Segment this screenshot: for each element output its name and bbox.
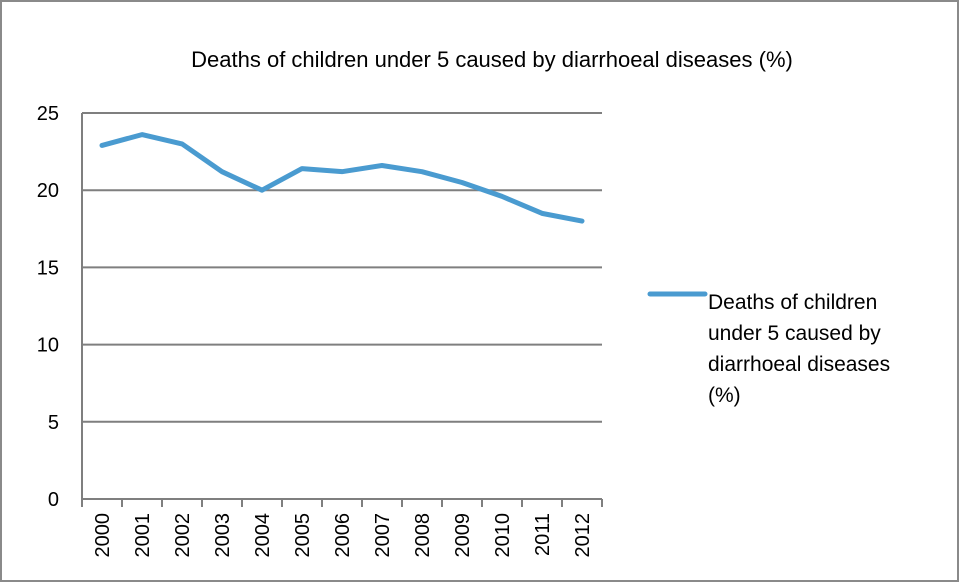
x-tick-label: 2012: [572, 513, 594, 558]
series-layer: [99, 132, 585, 224]
x-tick-label: 2009: [452, 513, 474, 558]
x-tick-label: 2007: [372, 513, 394, 558]
x-tick-label: 2010: [492, 513, 514, 558]
x-tick-label: 2006: [332, 513, 354, 558]
legend-label: diarrhoeal diseases: [708, 353, 890, 376]
x-tick-label: 2008: [412, 513, 434, 558]
x-tick-label: 2002: [172, 513, 194, 558]
x-tick-label: 2011: [532, 513, 554, 556]
x-tick-label: 2005: [292, 513, 314, 558]
axes: 0 5 10 15 20 25 2000 2001 2002 2003 2004 2005 2006 20…: [37, 103, 603, 558]
x-tick-label: 2001: [132, 513, 154, 558]
series-line: [99, 132, 585, 224]
x-tick-label: 2003: [212, 513, 234, 558]
legend: Deaths of children under 5 caused by diarr…: [647, 291, 890, 407]
y-tick-label: 0: [48, 489, 59, 511]
y-tick-label: 20: [37, 180, 59, 202]
legend-label: under 5 caused by: [708, 322, 881, 345]
y-tick-label: 10: [37, 335, 59, 357]
y-tick-label: 25: [37, 103, 59, 125]
y-tick-label: 15: [37, 257, 59, 279]
chart-title: Deaths of children under 5 caused by dia…: [191, 47, 793, 72]
legend-label: Deaths of children: [708, 291, 877, 314]
gridlines: [82, 112, 602, 423]
y-tick-label: 5: [48, 412, 59, 434]
legend-label: (%): [708, 384, 741, 407]
x-tick-label: 2004: [252, 513, 274, 558]
x-tick-label: 2000: [92, 513, 114, 558]
